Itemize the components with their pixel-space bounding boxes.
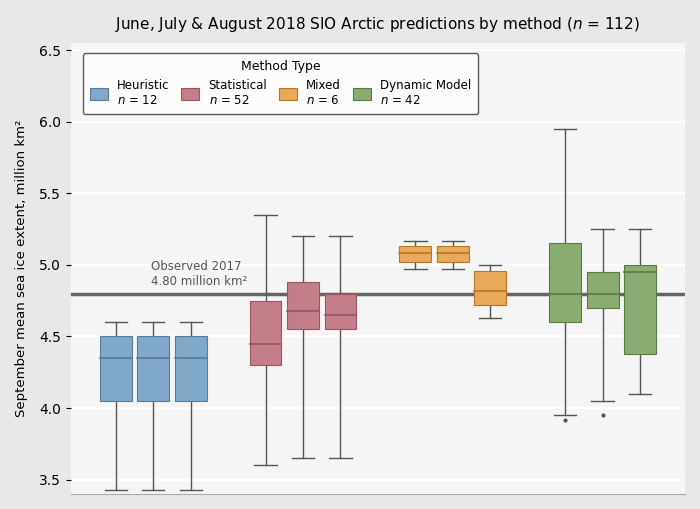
Legend: Heuristic
$n$ = 12, Statistical
$n$ = 52, Mixed
$n$ = 6, Dynamic Model
$n$ = 42: Heuristic $n$ = 12, Statistical $n$ = 52… xyxy=(83,53,478,115)
Y-axis label: September mean sea ice extent, million km²: September mean sea ice extent, million k… xyxy=(15,120,28,417)
FancyBboxPatch shape xyxy=(175,336,206,401)
FancyBboxPatch shape xyxy=(400,246,431,262)
FancyBboxPatch shape xyxy=(250,301,281,365)
Title: June, July & August 2018 SIO Arctic predictions by method ($n$ = 112): June, July & August 2018 SIO Arctic pred… xyxy=(116,15,640,34)
FancyBboxPatch shape xyxy=(475,271,506,305)
FancyBboxPatch shape xyxy=(137,336,169,401)
FancyBboxPatch shape xyxy=(437,246,469,262)
FancyBboxPatch shape xyxy=(587,272,619,308)
FancyBboxPatch shape xyxy=(624,265,656,354)
FancyBboxPatch shape xyxy=(325,294,356,329)
FancyBboxPatch shape xyxy=(100,336,132,401)
FancyBboxPatch shape xyxy=(550,243,581,322)
FancyBboxPatch shape xyxy=(287,282,319,329)
Text: Observed 2017
4.80 million km²: Observed 2017 4.80 million km² xyxy=(150,260,247,288)
